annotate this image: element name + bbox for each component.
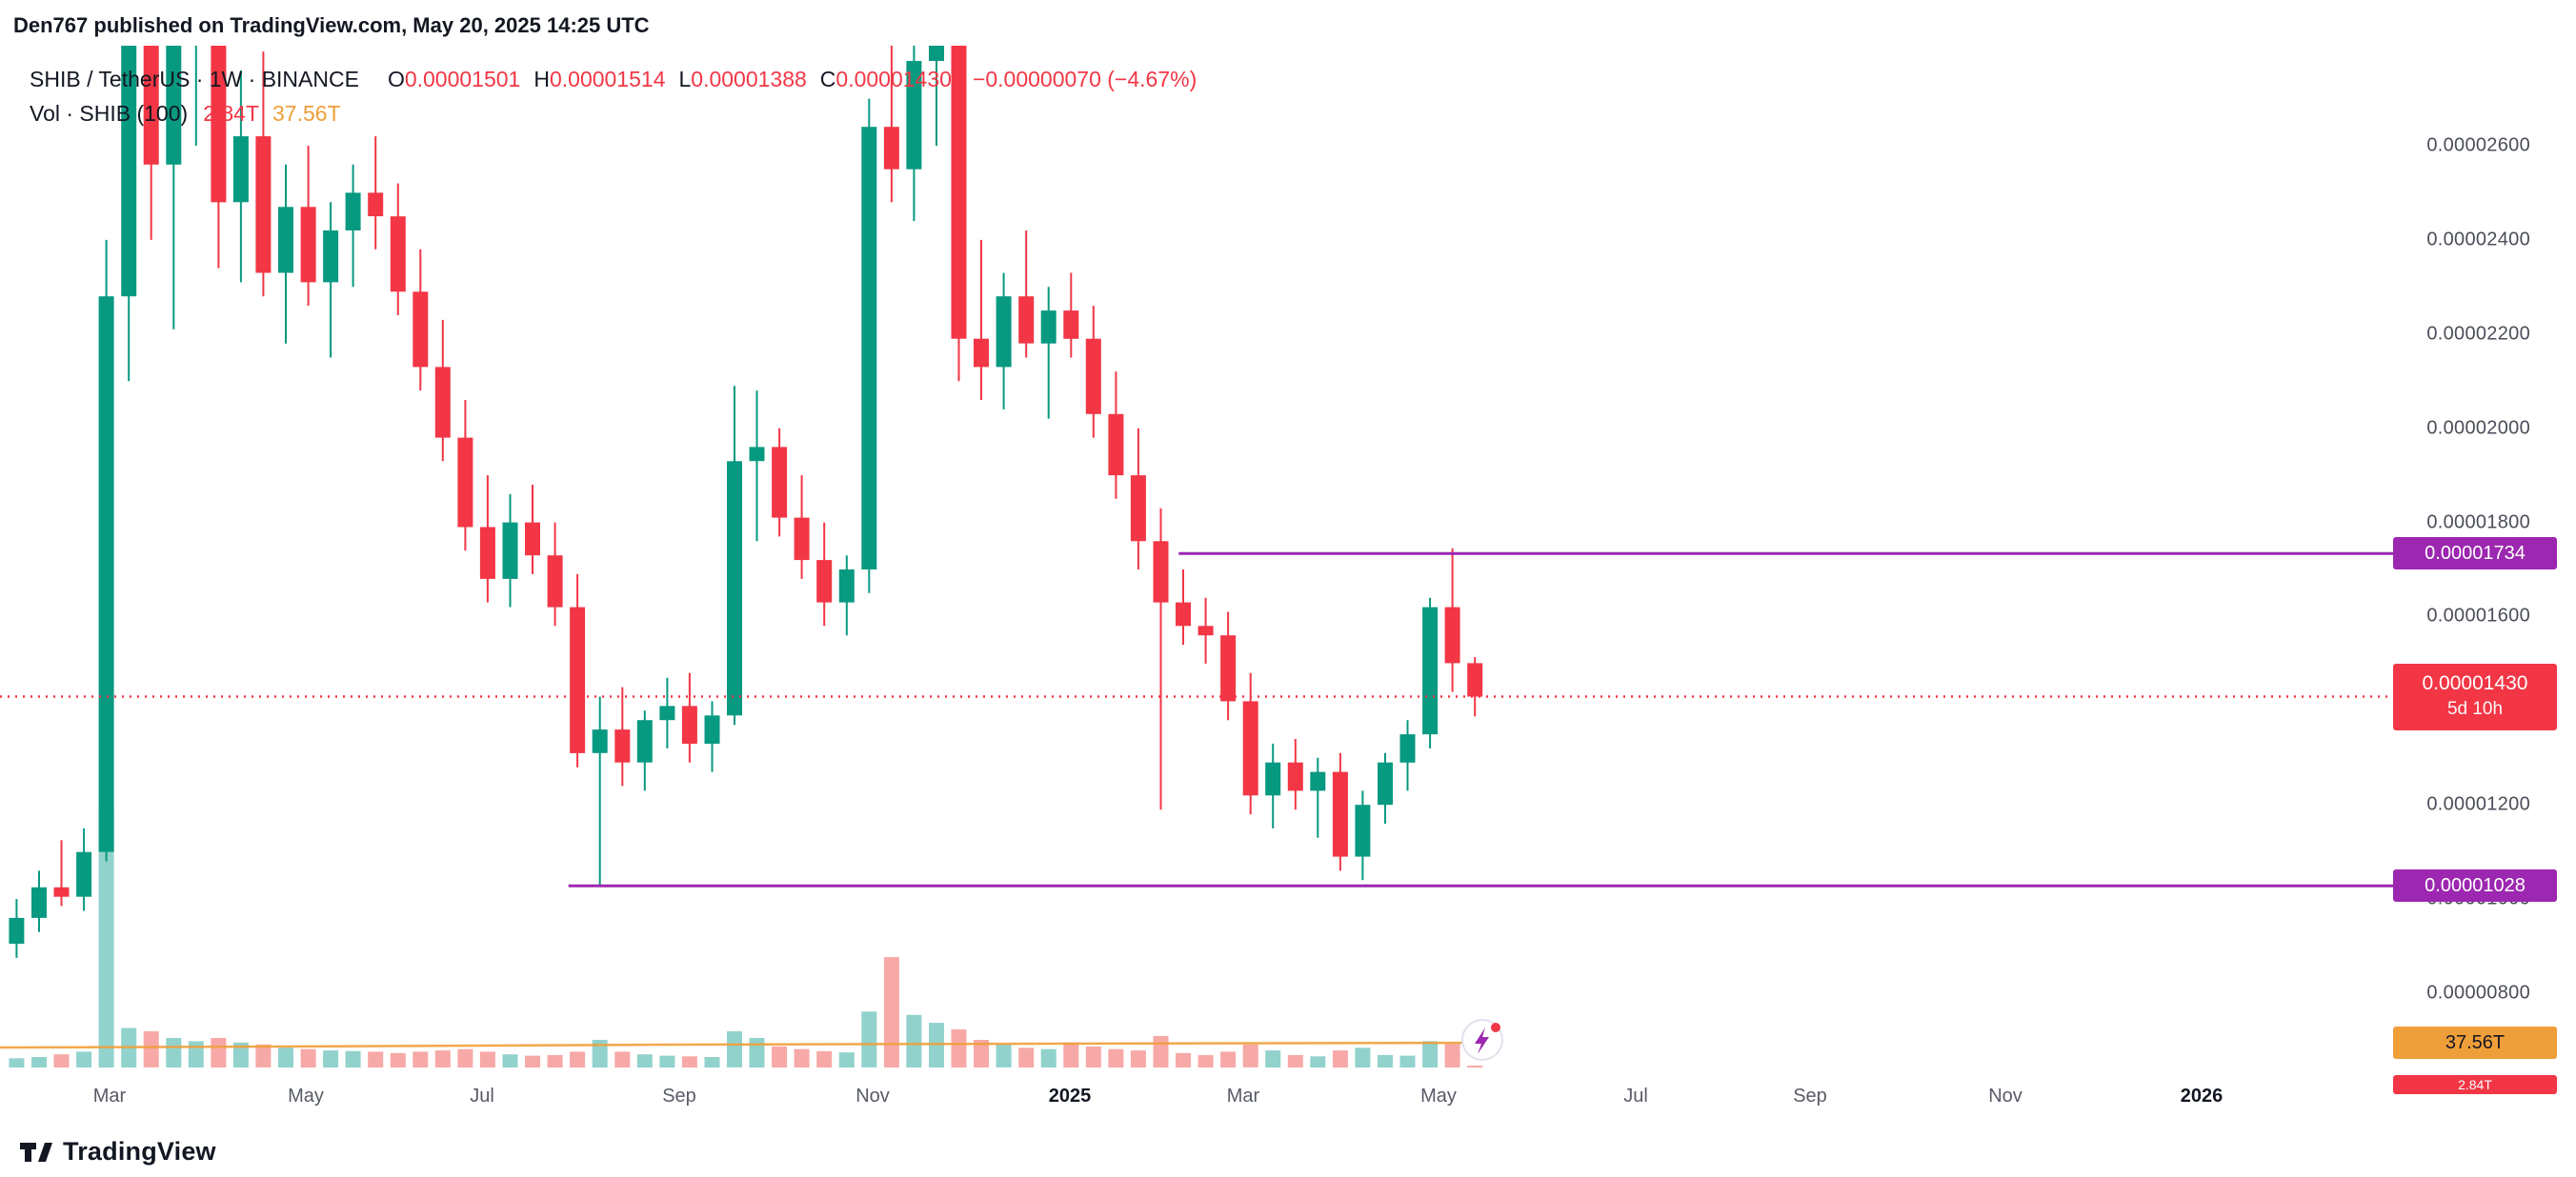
time-tick-label: May: [288, 1086, 324, 1107]
high-label: H: [533, 67, 550, 91]
volume-value-label: 2.84T: [2393, 1075, 2557, 1094]
symbol-title: SHIB / TetherUS · 1W · BINANCE: [30, 67, 359, 91]
volume-ma-value: 37.56T: [272, 101, 341, 126]
legend-volume-row: Vol · SHIB (100) 2.84T 37.56T: [30, 101, 1197, 127]
volume-ma-text: 37.56T: [2445, 1032, 2506, 1054]
price-tick-label: 0.00001800: [2426, 511, 2530, 533]
price-tick-label: 0.00001200: [2426, 793, 2530, 815]
resistance-price-label[interactable]: 0.00001734: [2393, 537, 2557, 570]
low-value: 0.00001388: [691, 67, 807, 91]
legend-symbol-row: SHIB / TetherUS · 1W · BINANCE O0.000015…: [30, 67, 1197, 92]
support-price-label[interactable]: 0.00001028: [2393, 869, 2557, 903]
time-tick-label: 2026: [2180, 1086, 2224, 1107]
candles-layer[interactable]: [9, 46, 1483, 958]
chart-canvas[interactable]: [0, 46, 2393, 1076]
volume-value: 2.84T: [203, 101, 260, 126]
time-tick-label: Mar: [1226, 1086, 1260, 1107]
volume-ma-label: 37.56T: [2393, 1027, 2557, 1060]
attribution-text: Den767 published on TradingView.com, May…: [13, 13, 650, 37]
lightning-bolt-icon: [1475, 1027, 1489, 1054]
time-tick-label: Sep: [1793, 1086, 1827, 1107]
time-tick-label: May: [1420, 1086, 1457, 1107]
price-tick-label: 0.00002200: [2426, 323, 2530, 345]
ohlc-low: L0.00001388: [678, 67, 806, 92]
ohlc-open: O0.00001501: [388, 67, 520, 92]
price-tick-label: 0.00002400: [2426, 229, 2530, 250]
low-label: L: [678, 67, 692, 91]
volume-ma-line: [0, 1041, 1487, 1049]
time-tick-label: Jul: [470, 1086, 494, 1107]
volume-study-label: Vol · SHIB (100): [30, 101, 189, 126]
last-price-text: 0.00001430: [2422, 671, 2528, 694]
ohlc-high: H0.00001514: [533, 67, 665, 92]
price-tick-label: 0.00001600: [2426, 605, 2530, 627]
tradingview-logo-text: TradingView: [63, 1137, 216, 1166]
time-tick-label: Nov: [1988, 1086, 2023, 1107]
time-tick-label: 2025: [1048, 1086, 1092, 1107]
close-value: 0.00001430: [835, 67, 952, 91]
volume-value-text: 2.84T: [2458, 1077, 2492, 1092]
close-label: C: [819, 67, 836, 91]
time-tick-label: Nov: [855, 1086, 890, 1107]
open-value: 0.00001501: [404, 67, 521, 91]
flash-reaction-button[interactable]: [1459, 1017, 1505, 1063]
price-tick-label: 0.00002600: [2426, 134, 2530, 156]
tradingview-logo-icon: [20, 1142, 52, 1162]
bar-countdown-text: 5d 10h: [2446, 698, 2504, 719]
chart-legend: SHIB / TetherUS · 1W · BINANCE O0.000015…: [30, 67, 1197, 135]
volume-bars-layer[interactable]: [9, 810, 1483, 1068]
high-value: 0.00001514: [549, 67, 666, 91]
resistance-price-text: 0.00001734: [2425, 543, 2526, 565]
last-price-label: 0.00001430 5d 10h: [2393, 663, 2557, 730]
time-tick-label: Jul: [1623, 1086, 1648, 1107]
ohlc-close: C0.00001430: [820, 67, 952, 92]
support-price-text: 0.00001028: [2425, 875, 2526, 897]
flash-red-dot: [1491, 1023, 1500, 1032]
tradingview-logo[interactable]: TradingView: [19, 1137, 216, 1167]
price-tick-label: 0.00000800: [2426, 982, 2530, 1004]
change-value: −0.00000070 (−4.67%): [972, 67, 1197, 91]
time-tick-label: Sep: [662, 1086, 696, 1107]
open-label: O: [387, 67, 405, 91]
price-tick-label: 0.00002000: [2426, 417, 2530, 439]
time-tick-label: Mar: [92, 1086, 127, 1107]
